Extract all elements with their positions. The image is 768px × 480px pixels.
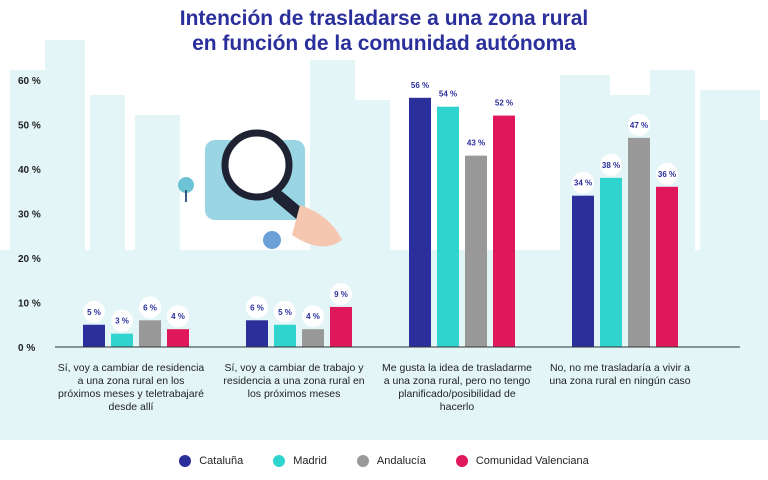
magnifier-illustration (178, 129, 342, 249)
value-label: 56 % (411, 81, 429, 90)
value-label: 4 % (171, 312, 185, 321)
value-label-bubble (274, 300, 296, 323)
value-label-bubble (493, 91, 515, 114)
legend-label: Madrid (293, 455, 327, 467)
category-label: Sí, voy a cambiar de residencia a una zo… (57, 362, 205, 413)
value-labels: 5 % 6 % 56 % 34 % 3 % 5 % 54 % 38 % 6 % 4 % 43 % 47… (83, 73, 678, 332)
chart-title-line-2: en función de la comunidad autónoma (192, 32, 576, 55)
bar (330, 306, 352, 347)
bar (572, 195, 594, 347)
value-label-bubble (330, 282, 352, 305)
bar (246, 320, 268, 347)
legend: Cataluña Madrid Andalucía Comunidad Valenci… (0, 455, 768, 467)
bar (437, 106, 459, 347)
value-label-bubble (572, 171, 594, 194)
value-label-bubble (111, 309, 133, 332)
value-label: 43 % (467, 139, 485, 148)
legend-label: Comunidad Valenciana (475, 455, 589, 467)
legend-swatch (179, 455, 192, 467)
value-label-bubble (83, 300, 105, 323)
value-label: 47 % (630, 121, 648, 130)
value-label: 54 % (439, 90, 457, 99)
value-label-bubble (465, 131, 487, 154)
legend-label: Andalucía (376, 455, 426, 467)
value-label-bubble (139, 296, 161, 319)
value-label-bubble (302, 305, 324, 328)
value-label-bubble (246, 296, 268, 319)
bar (493, 115, 515, 347)
chart-title-line-1: Intención de trasladarse a una zona rura… (179, 7, 589, 30)
chart-title: Intención de trasladarse a una zona rura… (0, 6, 768, 56)
y-axis: 0 % 10 % 20 % 30 % 40 % 50 % 60 % (18, 76, 41, 354)
bar (465, 155, 487, 347)
legend-item: Madrid (273, 455, 327, 467)
value-label: 4 % (306, 312, 320, 321)
bar (302, 329, 324, 347)
category-label: No, no me trasladaría a vivir a una zona… (549, 362, 691, 387)
bar (409, 97, 431, 347)
bar (167, 329, 189, 347)
category-label: Sí, voy a cambiar de trabajo y residenci… (223, 362, 365, 400)
y-tick-label: 50 % (18, 121, 41, 132)
bar (628, 137, 650, 347)
y-tick-label: 30 % (18, 210, 41, 221)
bar (139, 320, 161, 347)
y-tick-label: 10 % (18, 299, 41, 310)
value-label: 38 % (602, 161, 620, 170)
bar (83, 324, 105, 347)
value-label: 3 % (115, 317, 129, 326)
legend-swatch (356, 455, 369, 467)
value-label-bubble (437, 82, 459, 105)
bar (656, 186, 678, 347)
legend-swatch (273, 455, 286, 467)
bar (274, 324, 296, 347)
value-label: 9 % (334, 290, 348, 299)
y-tick-label: 40 % (18, 165, 41, 176)
value-label: 6 % (250, 303, 264, 312)
legend-item: Andalucía (356, 455, 426, 467)
y-tick-label: 20 % (18, 254, 41, 265)
legend-item: Comunidad Valenciana (455, 455, 589, 467)
y-tick-label: 0 % (18, 343, 35, 354)
value-label: 5 % (278, 308, 292, 317)
bar (600, 177, 622, 347)
value-label: 34 % (574, 179, 592, 188)
value-label-bubble (167, 305, 189, 328)
value-label: 5 % (87, 308, 101, 317)
bar (111, 333, 133, 347)
legend-swatch (455, 455, 468, 467)
value-label-bubble (628, 113, 650, 136)
category-label: Me gusta la idea de trasladarme a una zo… (382, 362, 532, 413)
y-tick-label: 60 % (18, 76, 41, 87)
value-label-bubble (600, 153, 622, 176)
legend-item: Cataluña (179, 455, 243, 467)
value-label: 6 % (143, 303, 157, 312)
legend-label: Cataluña (199, 455, 244, 467)
value-label: 52 % (495, 99, 513, 108)
bars (83, 97, 678, 347)
value-label-bubble (656, 162, 678, 185)
value-label-bubble (409, 73, 431, 96)
value-label: 36 % (658, 170, 676, 179)
